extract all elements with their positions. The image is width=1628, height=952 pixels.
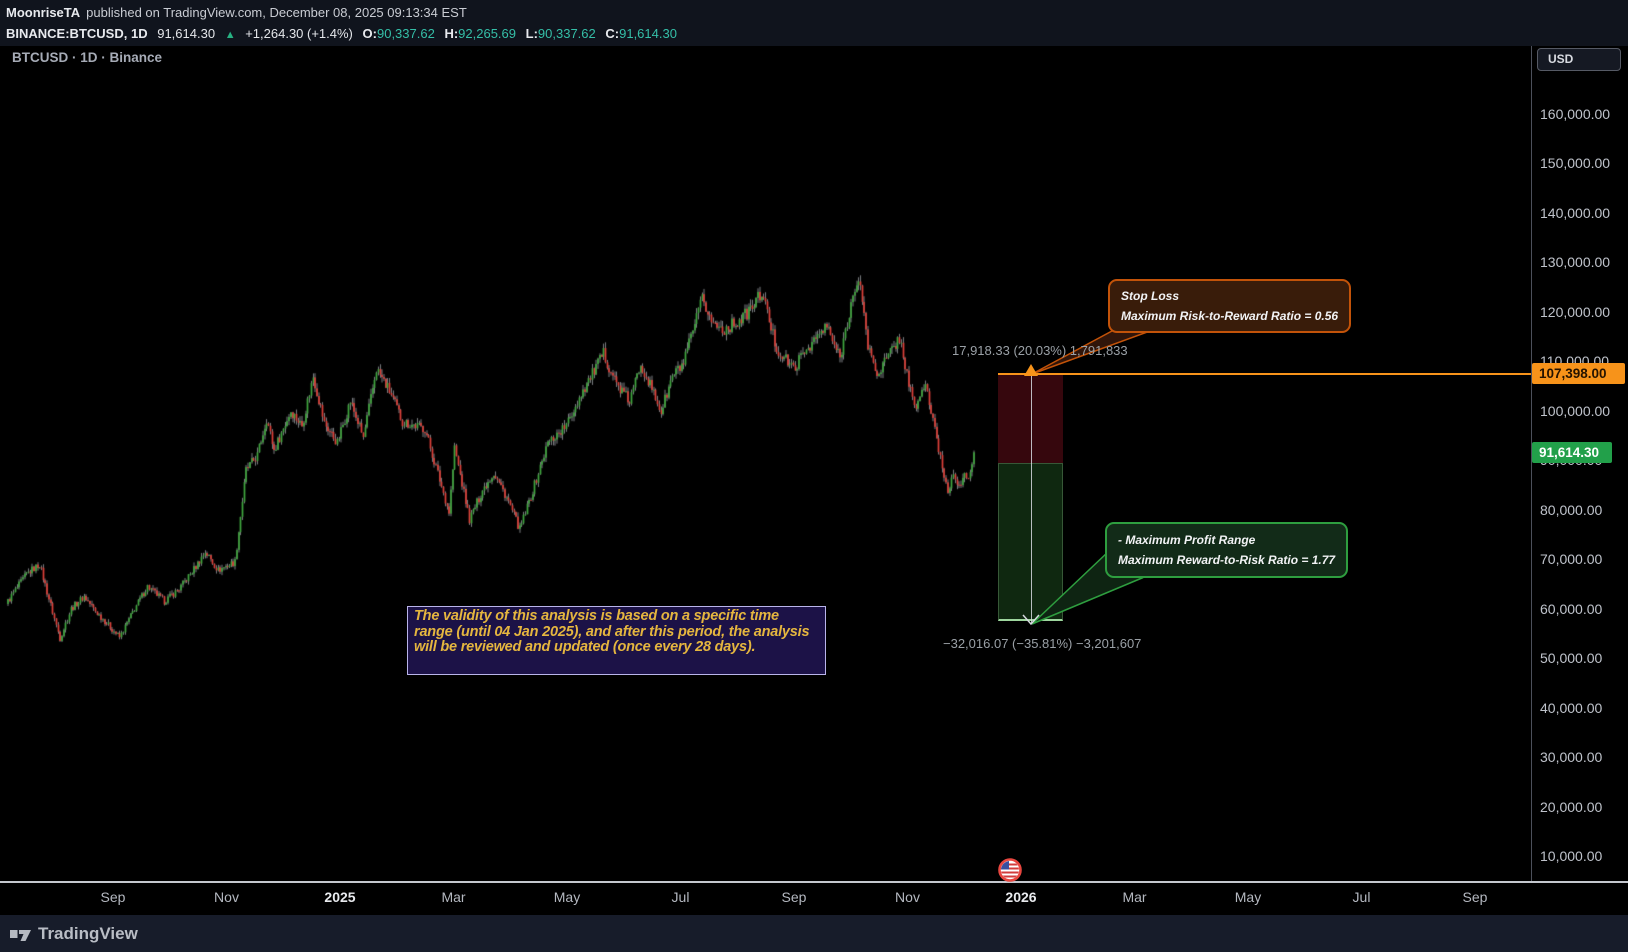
price-tick-label: 140,000.00 [1540, 204, 1611, 221]
analysis-note-text: The validity of this analysis is based o… [414, 608, 810, 655]
risk-measurement-text: 17,918.33 (20.03%) 1,791,833 [952, 343, 1128, 358]
stop-loss-callout-title: Stop Loss [1121, 289, 1180, 303]
open-label: O: [362, 26, 377, 41]
tradingview-logo-icon[interactable] [10, 926, 32, 942]
price-tick-label: 120,000.00 [1540, 303, 1611, 320]
price-tick-label: 130,000.00 [1540, 254, 1611, 271]
price-tick-label: 50,000.00 [1540, 650, 1603, 667]
symbol-name: BINANCE:BTCUSD, [6, 26, 128, 41]
profit-callout-title: - Maximum Profit Range [1118, 532, 1256, 547]
price-tick-label: 60,000.00 [1540, 600, 1603, 617]
price-tick-label: 70,000.00 [1540, 551, 1603, 568]
stop-loss-callout-ratio: Maximum Risk-to-Reward Ratio = 0.56 [1121, 309, 1339, 323]
time-axis-label: Sep [781, 889, 807, 905]
price-tick-label: 160,000.00 [1540, 106, 1611, 122]
time-axis-label: Jul [1352, 889, 1371, 905]
currency-button[interactable]: USD [1537, 48, 1621, 71]
stop-price-line[interactable] [998, 373, 1531, 376]
footer-bar: TradingView [0, 915, 1628, 952]
time-axis-label: Sep [1462, 889, 1488, 905]
stop-loss-callout[interactable]: Stop Loss Maximum Risk-to-Reward Ratio =… [1108, 279, 1352, 333]
time-axis-label: Nov [895, 889, 920, 905]
time-axis-label: 2025 [324, 889, 356, 905]
open-value: 90,337.62 [376, 26, 435, 41]
high-label: H: [444, 26, 459, 41]
chart-legend-title[interactable]: BTCUSD · 1D · Binance [12, 50, 163, 65]
high-value: 92,265.69 [458, 26, 517, 41]
time-axis-label: Nov [214, 889, 239, 905]
top-info-bar: MoonriseTA published on TradingView.com, … [0, 0, 1628, 46]
time-axis-label: Sep [100, 889, 126, 905]
up-arrow-icon: ▲ [224, 29, 236, 41]
symbol-ohlc-line: BINANCE:BTCUSD, 1D 91,614.30 ▲ +1,264.30… [6, 24, 1628, 43]
time-axis-label: Mar [441, 889, 466, 905]
price-tick-label: 100,000.00 [1540, 402, 1611, 419]
tool-center-line [1030, 374, 1032, 625]
time-axis-label: May [553, 889, 581, 905]
time-axis-label: Jul [671, 889, 690, 905]
price-tick-label: 10,000.00 [1540, 848, 1603, 864]
price-tick-label: 80,000.00 [1540, 501, 1603, 518]
close-label: C: [605, 26, 620, 41]
stop-price-axis-label: 107,398.00 [1532, 363, 1625, 385]
time-axis-label: 2026 [1005, 889, 1037, 905]
price-tick-label: 150,000.00 [1540, 155, 1611, 172]
time-axis-label: Mar [1122, 889, 1147, 905]
low-value: 90,337.62 [537, 26, 596, 41]
time-axis-label: May [1234, 889, 1262, 905]
time-axis-line [0, 881, 1628, 883]
us-flag-icon[interactable] [997, 857, 1023, 883]
last-price-axis-label: 91,614.30 [1532, 441, 1612, 463]
published-info: published on TradingView.com, December 0… [86, 5, 467, 20]
profit-range-callout[interactable]: - Maximum Profit Range Maximum Reward-to… [1105, 522, 1349, 578]
publisher-name: MoonriseTA [6, 5, 81, 20]
last-price: 91,614.30 [157, 26, 216, 41]
tradingview-brand-text[interactable]: TradingView [38, 923, 138, 943]
profit-callout-ratio: Maximum Reward-to-Risk Ratio = 1.77 [1118, 553, 1336, 568]
timeframe: 1D [130, 26, 148, 41]
price-tick-label: 20,000.00 [1540, 798, 1603, 815]
price-change: +1,264.30 (+1.4%) [245, 26, 353, 41]
low-label: L: [525, 26, 538, 41]
analysis-note-box[interactable]: The validity of this analysis is based o… [407, 606, 826, 675]
publication-line: MoonriseTA published on TradingView.com, … [6, 3, 1628, 22]
price-tick-label: 30,000.00 [1540, 749, 1603, 766]
price-tick-label: 40,000.00 [1540, 699, 1603, 716]
price-axis-separator [1531, 46, 1532, 882]
reward-measurement-text: −32,016.07 (−35.81%) −3,201,607 [943, 636, 1142, 651]
close-value: 91,614.30 [619, 26, 677, 41]
